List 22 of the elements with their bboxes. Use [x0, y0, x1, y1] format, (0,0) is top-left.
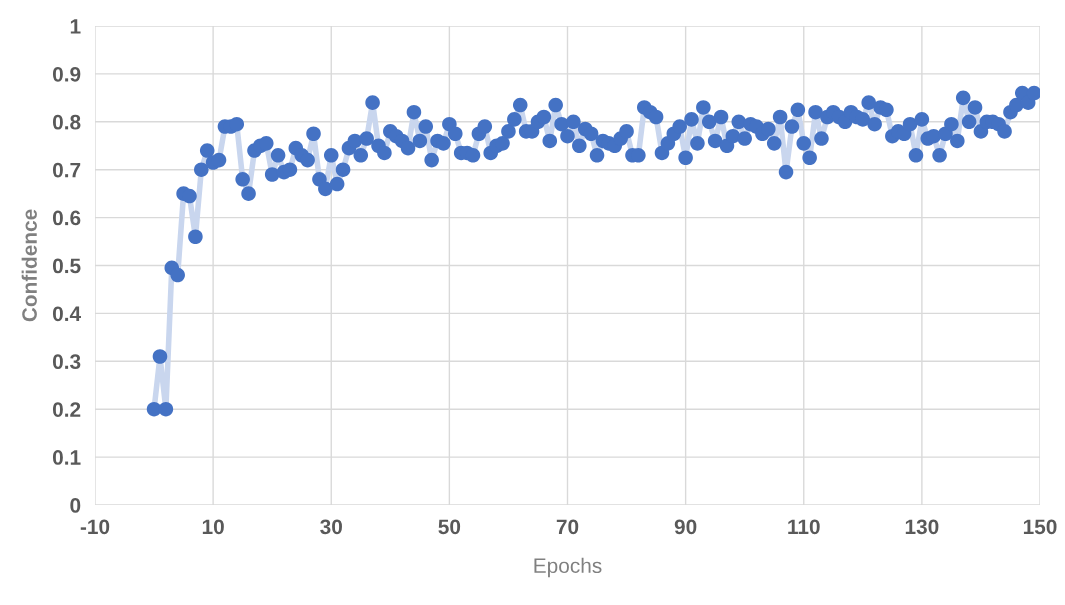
y-tick-label: 1 — [70, 19, 81, 34]
y-tick-label: 0.9 — [52, 66, 81, 82]
x-tick-label: 150 — [1023, 519, 1057, 535]
y-tick-label: 0.2 — [52, 402, 81, 417]
y-tick-label: 0.7 — [52, 162, 81, 178]
x-axis-title: Epochs — [534, 557, 602, 578]
y-tick-label: 0 — [70, 498, 81, 513]
y-tick-label: 0.6 — [52, 210, 81, 226]
x-tick-label: 30 — [320, 519, 342, 535]
x-tick-label: 130 — [905, 519, 939, 535]
y-tick-label: 0.1 — [52, 450, 81, 465]
x-tick-label: 110 — [788, 519, 820, 535]
y-axis-title: Confidence — [21, 209, 37, 322]
y-tick-label: 0.3 — [52, 354, 81, 370]
x-tick-label: 50 — [438, 519, 461, 535]
y-tick-label: 0.8 — [52, 114, 81, 130]
y-tick-label: 0.4 — [52, 306, 81, 322]
x-tick-label: 10 — [202, 519, 224, 535]
x-tick-label: -10 — [80, 519, 110, 535]
x-tick-label: 90 — [674, 519, 697, 535]
x-tick-label: 70 — [556, 519, 579, 535]
y-tick-label: 0.5 — [52, 258, 81, 274]
